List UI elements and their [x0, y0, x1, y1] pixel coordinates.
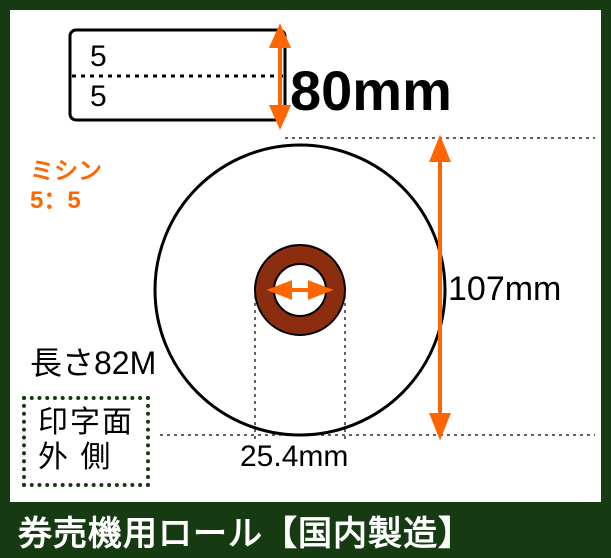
label-core-254mm: 25.4mm — [240, 440, 348, 474]
perforation-note-line2: 5：5 — [30, 187, 81, 214]
perforation-note-line1: ミシン — [30, 158, 102, 185]
perforation-digit-top: 5 — [90, 40, 107, 74]
print-side-line1: 印字面 — [38, 406, 134, 441]
print-side-box: 印字面 外 側 — [22, 396, 150, 487]
diagram-frame: 5 5 80mm ミシン 5：5 107mm 長さ82M 印字面 外 側 25.… — [0, 0, 611, 558]
footer-bar: 券売機用ロール【国内製造】 — [0, 502, 611, 558]
perforation-digit-bottom: 5 — [90, 80, 107, 114]
label-diameter-107mm: 107mm — [448, 270, 561, 309]
footer-text: 券売機用ロール【国内製造】 — [18, 506, 473, 555]
label-width-80mm: 80mm — [290, 58, 452, 123]
perforation-note: ミシン 5：5 — [30, 158, 102, 216]
print-side-line2: 外 側 — [38, 441, 134, 476]
label-length: 長さ82M — [30, 338, 156, 384]
